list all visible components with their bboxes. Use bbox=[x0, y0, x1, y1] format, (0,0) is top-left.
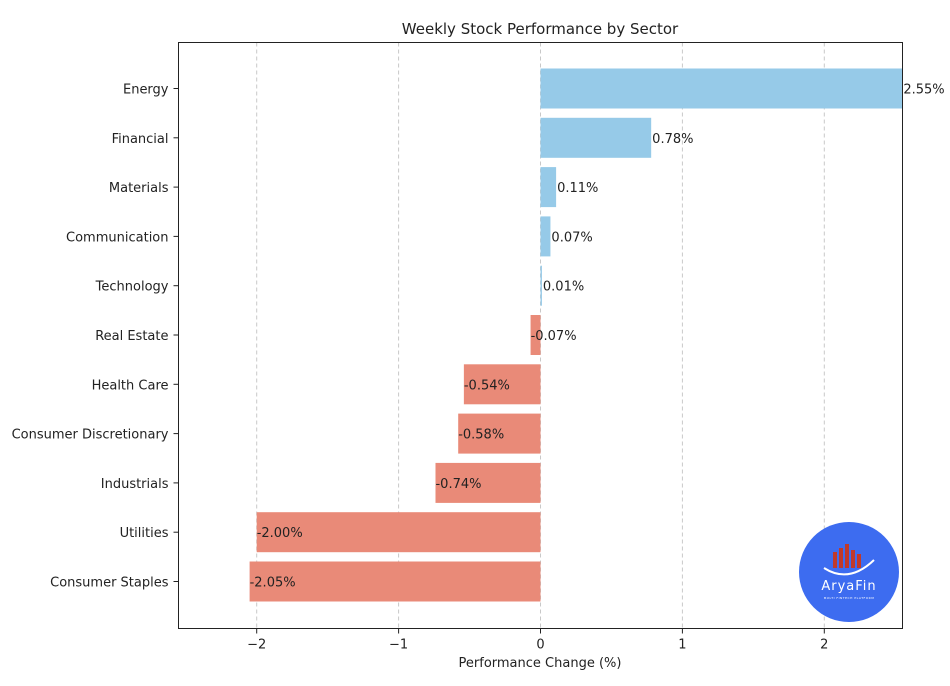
bar-financial bbox=[540, 117, 652, 158]
value-label: 0.01% bbox=[543, 280, 584, 295]
value-label: 2.55% bbox=[903, 83, 944, 98]
value-label: -0.58% bbox=[458, 428, 504, 443]
y-tick-label: Consumer Discretionary bbox=[12, 428, 169, 443]
bar-industrials bbox=[435, 462, 541, 503]
bars bbox=[249, 68, 903, 602]
x-tick-label: −1 bbox=[389, 638, 408, 653]
x-tick-label: 0 bbox=[536, 638, 544, 653]
logo-swoosh-icon bbox=[823, 559, 875, 576]
y-axis: Energy Financial Materials Communication Tec… bbox=[12, 83, 179, 591]
chart-title: Weekly Stock Performance by Sector bbox=[402, 20, 679, 38]
value-label: -2.05% bbox=[250, 576, 296, 591]
value-label: 0.07% bbox=[551, 230, 592, 245]
value-labels: 2.55% 0.78% 0.11% 0.07% 0.01% -0.07% -0.54% -0.… bbox=[250, 83, 945, 591]
value-label: 0.11% bbox=[557, 181, 598, 196]
value-label: -2.00% bbox=[257, 526, 303, 541]
value-label: 0.78% bbox=[652, 132, 693, 147]
bar-technology bbox=[540, 265, 542, 306]
y-tick-label: Financial bbox=[112, 132, 169, 147]
bar-energy bbox=[540, 68, 903, 109]
bar-consumer-staples bbox=[249, 561, 541, 602]
bar-real-estate bbox=[530, 315, 541, 355]
bar-materials bbox=[540, 167, 557, 208]
y-tick-label: Real Estate bbox=[95, 329, 168, 344]
x-axis-label: Performance Change (%) bbox=[459, 656, 622, 671]
y-tick-label: Materials bbox=[109, 181, 169, 196]
bar-utilities bbox=[256, 512, 541, 553]
logo-tagline: MULTI FINTECH PLATFORM bbox=[824, 596, 875, 600]
y-tick-label: Consumer Staples bbox=[50, 576, 169, 591]
value-label: -0.54% bbox=[464, 378, 510, 393]
bar-health-care bbox=[463, 364, 541, 405]
y-tick-label: Utilities bbox=[120, 526, 169, 541]
y-tick-label: Technology bbox=[95, 280, 169, 295]
logo-name: AryaFin bbox=[821, 579, 876, 594]
bar-consumer-discretionary bbox=[458, 413, 541, 454]
logo: AryaFin MULTI FINTECH PLATFORM bbox=[799, 522, 899, 622]
value-label: -0.74% bbox=[435, 477, 481, 492]
x-tick-label: 2 bbox=[820, 638, 828, 653]
logo-circle bbox=[799, 522, 899, 622]
y-tick-label: Communication bbox=[66, 230, 168, 245]
value-label: -0.07% bbox=[531, 329, 577, 344]
x-axis: −2 −1 0 1 2 bbox=[247, 628, 828, 653]
bar-communication bbox=[540, 216, 551, 257]
x-tick-label: 1 bbox=[678, 638, 686, 653]
y-tick-label: Energy bbox=[123, 83, 169, 98]
y-tick-label: Industrials bbox=[101, 477, 169, 492]
logo-bar-icon bbox=[833, 552, 837, 568]
y-tick-label: Health Care bbox=[92, 378, 169, 393]
x-tick-label: −2 bbox=[247, 638, 266, 653]
